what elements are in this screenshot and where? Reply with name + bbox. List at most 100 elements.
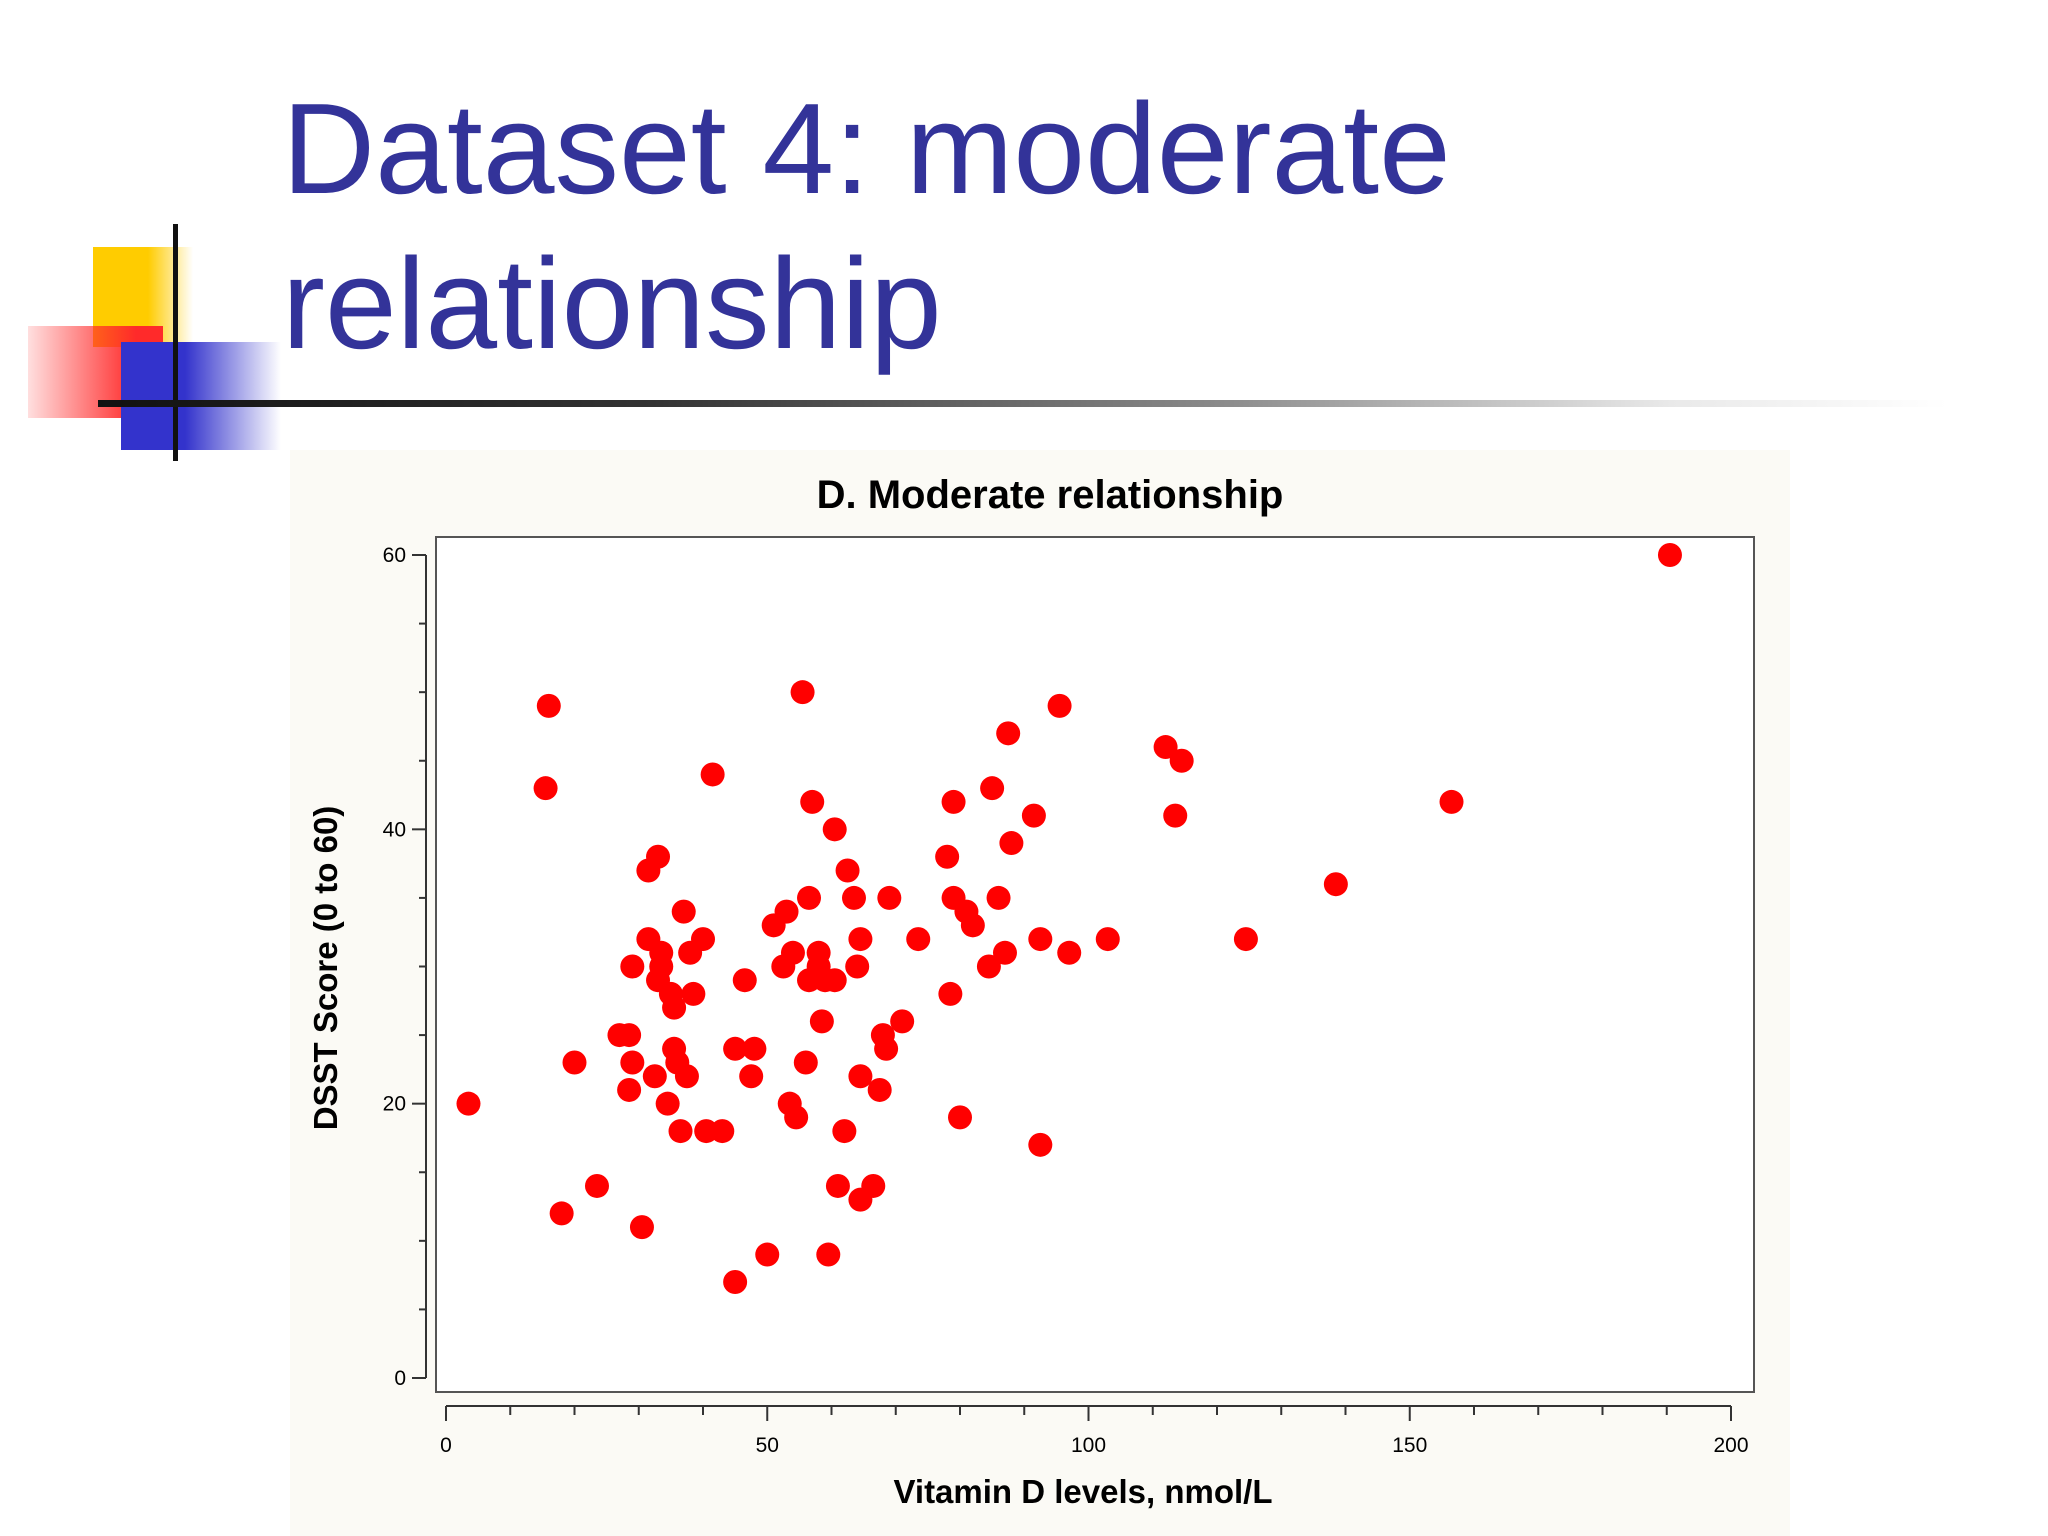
y-tick-label: 40 bbox=[383, 818, 406, 841]
scatter-point bbox=[835, 858, 860, 883]
scatter-point bbox=[1233, 927, 1258, 952]
scatter-point bbox=[825, 1173, 850, 1198]
scatter-point bbox=[649, 940, 674, 965]
y-axis-label: DSST Score (0 to 60) bbox=[307, 806, 344, 1131]
scatter-point bbox=[845, 954, 870, 979]
scatter-point bbox=[832, 1119, 857, 1144]
chart-panel: D. Moderate relationship 0 20 40 60 0 50 100 1… bbox=[290, 450, 1790, 1536]
scatter-point bbox=[1323, 872, 1348, 897]
title-underline bbox=[98, 400, 1948, 407]
x-axis: 0 50 100 150 200 bbox=[440, 1405, 1749, 1457]
scatter-point bbox=[723, 1036, 748, 1061]
scatter-point bbox=[674, 1064, 699, 1089]
scatter-point bbox=[1657, 543, 1682, 567]
scatter-point bbox=[642, 1064, 667, 1089]
x-tick-label: 200 bbox=[1713, 1434, 1748, 1457]
scatter-point bbox=[1028, 1132, 1053, 1157]
scatter-point bbox=[877, 885, 902, 910]
chart-title: D. Moderate relationship bbox=[817, 473, 1284, 517]
scatter-point bbox=[681, 981, 706, 1006]
scatter-point bbox=[841, 885, 866, 910]
scatter-point bbox=[774, 899, 799, 924]
scatter-point bbox=[1439, 789, 1464, 814]
scatter-point bbox=[1021, 803, 1046, 828]
scatter-point bbox=[822, 817, 847, 842]
scatter-point bbox=[629, 1215, 654, 1240]
x-tick-label: 50 bbox=[756, 1434, 779, 1457]
scatter-point bbox=[980, 776, 1005, 801]
scatter-point bbox=[655, 1091, 680, 1116]
scatter-point bbox=[646, 844, 671, 869]
decor-blue-square bbox=[121, 342, 281, 450]
scatter-point bbox=[874, 1036, 899, 1061]
y-tick-label: 0 bbox=[394, 1367, 406, 1390]
scatter-point bbox=[906, 927, 931, 952]
scatter-point bbox=[710, 1119, 735, 1144]
scatter-point bbox=[780, 940, 805, 965]
scatter-point bbox=[976, 954, 1001, 979]
x-tick-label: 150 bbox=[1392, 1434, 1427, 1457]
scatter-point bbox=[800, 789, 825, 814]
scatter-point bbox=[809, 1009, 834, 1034]
scatter-point bbox=[999, 831, 1024, 856]
scatter-point bbox=[536, 693, 561, 718]
scatter-point bbox=[620, 1050, 645, 1075]
slide-title: Dataset 4: moderate relationship bbox=[282, 72, 1782, 382]
scatter-point bbox=[861, 1173, 886, 1198]
y-tick-label: 60 bbox=[383, 544, 406, 567]
y-tick-label: 20 bbox=[383, 1093, 406, 1116]
scatter-chart: D. Moderate relationship 0 20 40 60 0 50 100 1… bbox=[307, 473, 1755, 1510]
scatter-point bbox=[816, 1242, 841, 1267]
scatter-point bbox=[700, 762, 725, 787]
scatter-point bbox=[1163, 803, 1188, 828]
x-axis-label: Vitamin D levels, nmol/L bbox=[893, 1473, 1272, 1510]
scatter-point bbox=[960, 913, 985, 938]
decor-vertical-line bbox=[173, 224, 178, 461]
scatter-point bbox=[662, 995, 687, 1020]
scatter-point bbox=[996, 721, 1021, 746]
scatter-point bbox=[790, 680, 815, 705]
scatter-point bbox=[723, 1269, 748, 1294]
scatter-point bbox=[986, 885, 1011, 910]
scatter-point bbox=[617, 1023, 642, 1048]
scatter-point bbox=[456, 1091, 481, 1116]
x-tick-label: 0 bbox=[440, 1434, 452, 1457]
scatter-point bbox=[533, 776, 558, 801]
scatter-point bbox=[617, 1077, 642, 1102]
scatter-point bbox=[941, 789, 966, 814]
scatter-point bbox=[668, 1119, 693, 1144]
scatter-point bbox=[867, 1077, 892, 1102]
scatter-point bbox=[793, 1050, 818, 1075]
scatter-point bbox=[938, 981, 963, 1006]
scatter-point bbox=[1153, 735, 1178, 760]
y-axis: 0 20 40 60 bbox=[383, 544, 427, 1390]
scatter-point bbox=[739, 1064, 764, 1089]
x-tick-label: 100 bbox=[1071, 1434, 1106, 1457]
slide-title-line1: Dataset 4: moderate bbox=[282, 77, 1451, 221]
slide-title-line2: relationship bbox=[282, 232, 942, 376]
scatter-point bbox=[1169, 748, 1194, 773]
scatter-point bbox=[848, 1064, 873, 1089]
scatter-point bbox=[935, 844, 960, 869]
scatter-point bbox=[755, 1242, 780, 1267]
scatter-point bbox=[1095, 927, 1120, 952]
scatter-points bbox=[456, 543, 1682, 1294]
scatter-point bbox=[948, 1105, 972, 1130]
scatter-point bbox=[732, 968, 757, 993]
scatter-point bbox=[992, 940, 1017, 965]
scatter-point bbox=[1057, 940, 1082, 965]
scatter-point bbox=[1028, 927, 1053, 952]
scatter-point bbox=[822, 968, 847, 993]
scatter-point bbox=[797, 885, 822, 910]
scatter-point bbox=[742, 1036, 767, 1061]
scatter-point bbox=[620, 954, 645, 979]
scatter-point bbox=[562, 1050, 587, 1075]
scatter-point bbox=[671, 899, 696, 924]
scatter-point bbox=[784, 1105, 809, 1130]
scatter-point bbox=[584, 1173, 609, 1198]
scatter-point bbox=[1047, 693, 1072, 718]
scatter-point bbox=[549, 1201, 574, 1226]
scatter-point bbox=[848, 927, 873, 952]
scatter-point bbox=[691, 927, 715, 952]
scatter-point bbox=[890, 1009, 915, 1034]
